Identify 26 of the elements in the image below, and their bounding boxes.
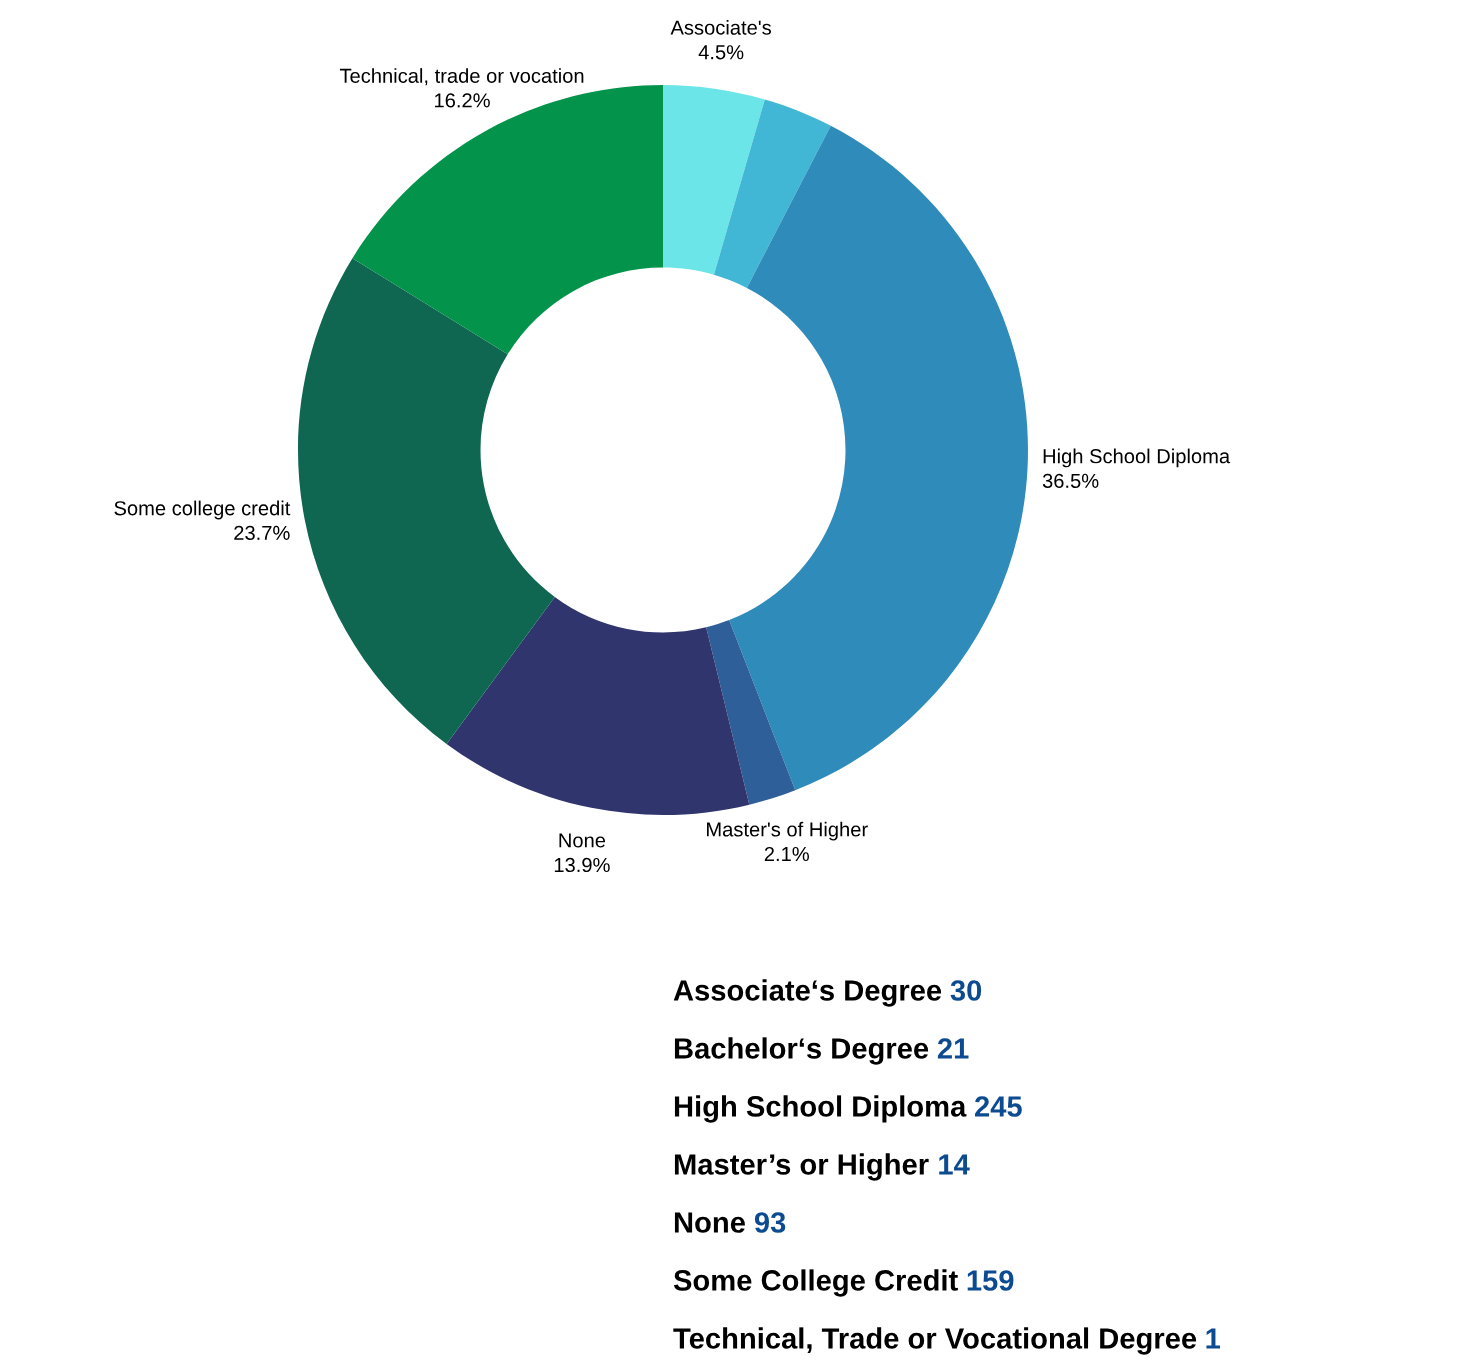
- slice-label: Technical, trade or vocation: [339, 68, 584, 86]
- text: Associate‘s Degree 30: [673, 979, 982, 1007]
- data-label: 23.7%: [234, 525, 290, 541]
- text: Some College Credit 159: [673, 1269, 1014, 1297]
- slice-label: High School Diploma: [1043, 448, 1231, 468]
- text: Technical, Trade or Vocational Degree 1: [673, 1327, 1221, 1355]
- text: High School Diploma 245: [674, 1095, 1022, 1123]
- data-label: 2.1%: [764, 846, 809, 862]
- donut-slice: [298, 258, 555, 744]
- slice-label: Associate's: [670, 19, 771, 35]
- text: Master’s or Higher 14: [674, 1153, 970, 1181]
- donut-slice: [352, 85, 663, 355]
- data-label: 13.9%: [554, 857, 610, 873]
- text: Bachelor‘s Degree 21: [674, 1037, 969, 1065]
- slice-label: Some college credit: [114, 500, 291, 520]
- donut-slice: [729, 125, 1028, 791]
- donut-slice: [663, 85, 765, 275]
- text: None 93: [674, 1212, 786, 1233]
- donut-slice: [713, 99, 831, 288]
- data-label: 16.2%: [435, 93, 490, 108]
- slice-label: Master's of Higher: [707, 821, 868, 841]
- data-label: 4.5%: [698, 45, 744, 60]
- donut-slice: [446, 596, 750, 815]
- slice-label: None: [559, 833, 606, 848]
- donut-slice: [706, 620, 796, 805]
- data-label: 36.5%: [1042, 473, 1099, 488]
